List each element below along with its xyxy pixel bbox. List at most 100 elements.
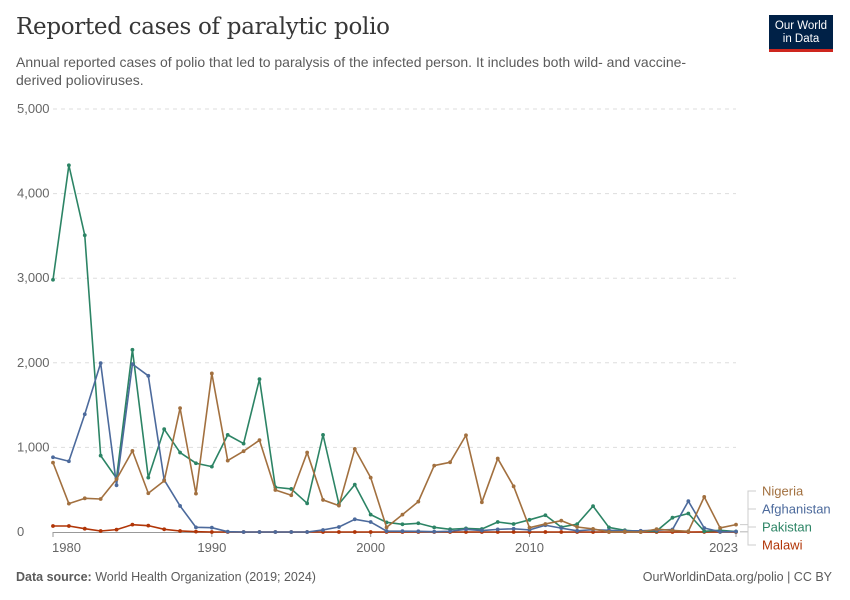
data-point-malawi <box>337 530 341 534</box>
data-point-nigeria <box>225 458 230 463</box>
data-point-pakistan <box>686 511 691 516</box>
data-point-nigeria <box>718 526 723 530</box>
legend-connector <box>740 526 756 532</box>
data-point-malawi <box>178 529 182 533</box>
data-point-nigeria <box>479 500 484 505</box>
data-point-afghanistan <box>686 499 691 504</box>
data-point-nigeria <box>352 447 357 451</box>
y-tick-label: 3,000 <box>17 270 50 285</box>
x-tick-label: 2010 <box>515 540 544 555</box>
data-point-nigeria <box>305 450 310 455</box>
data-point-afghanistan <box>495 527 500 532</box>
data-point-nigeria <box>82 496 87 501</box>
owid-logo[interactable]: Our World in Data <box>769 15 833 52</box>
data-point-pakistan <box>162 427 167 432</box>
data-source: Data source: World Health Organization (… <box>16 570 316 584</box>
data-point-nigeria <box>495 456 500 461</box>
data-point-malawi <box>495 530 500 534</box>
data-point-nigeria <box>289 493 294 498</box>
data-point-malawi <box>98 529 103 533</box>
data-point-afghanistan <box>511 526 516 531</box>
series-line-nigeria <box>52 372 737 533</box>
data-point-afghanistan <box>416 529 421 534</box>
data-point-nigeria <box>607 530 611 534</box>
data-point-malawi <box>511 530 516 534</box>
source-link[interactable]: OurWorldinData.org/polio | CC BY <box>642 570 832 584</box>
data-point-pakistan <box>702 529 707 534</box>
data-point-afghanistan <box>114 483 119 488</box>
data-point-pakistan <box>352 482 357 487</box>
data-point-nigeria <box>241 449 246 454</box>
data-point-pakistan <box>289 487 294 491</box>
logo-text: Our World in Data <box>774 20 828 45</box>
data-point-nigeria <box>98 497 103 501</box>
data-point-pakistan <box>178 450 182 455</box>
data-point-nigeria <box>638 530 643 534</box>
data-point-afghanistan <box>384 529 389 533</box>
data-point-afghanistan <box>82 412 87 417</box>
data-point-nigeria <box>257 438 262 443</box>
data-point-afghanistan <box>702 526 707 530</box>
data-point-afghanistan <box>464 527 468 532</box>
data-point-afghanistan <box>241 530 246 534</box>
data-point-malawi <box>146 523 151 528</box>
data-point-nigeria <box>273 488 278 492</box>
data-point-pakistan <box>432 525 437 530</box>
data-point-pakistan <box>146 475 151 480</box>
data-point-nigeria <box>337 503 341 508</box>
data-point-pakistan <box>511 522 516 526</box>
data-point-afghanistan <box>337 525 341 529</box>
data-point-malawi <box>66 524 71 528</box>
data-point-pakistan <box>82 233 87 238</box>
data-point-pakistan <box>527 517 532 522</box>
data-point-pakistan <box>98 453 103 458</box>
data-point-nigeria <box>448 460 452 465</box>
y-tick-label: 1,000 <box>17 439 50 454</box>
data-point-afghanistan <box>559 526 564 531</box>
data-point-nigeria <box>146 491 151 496</box>
data-point-pakistan <box>607 525 611 530</box>
series-line-afghanistan <box>52 362 737 533</box>
data-point-afghanistan <box>98 361 103 366</box>
y-tick-label: 0 <box>17 524 24 539</box>
data-point-afghanistan <box>289 530 294 534</box>
data-point-afghanistan <box>257 530 262 534</box>
data-point-afghanistan <box>400 529 405 534</box>
data-point-afghanistan <box>194 525 198 530</box>
data-point-nigeria <box>416 499 421 504</box>
data-point-nigeria <box>178 406 182 411</box>
data-point-afghanistan <box>209 525 214 530</box>
data-point-nigeria <box>543 522 548 526</box>
data-point-pakistan <box>575 522 580 527</box>
data-point-nigeria <box>654 527 659 532</box>
data-point-pakistan <box>305 501 310 506</box>
data-point-pakistan <box>257 377 262 382</box>
data-point-pakistan <box>194 461 198 466</box>
data-point-pakistan <box>416 521 421 526</box>
data-point-afghanistan <box>273 530 278 534</box>
data-point-nigeria <box>464 433 468 438</box>
data-point-nigeria <box>384 525 389 530</box>
data-point-malawi <box>352 530 357 534</box>
data-point-nigeria <box>321 498 325 502</box>
data-point-nigeria <box>368 475 373 480</box>
data-point-nigeria <box>686 529 691 534</box>
y-tick-label: 5,000 <box>17 101 50 116</box>
x-tick-label: 1980 <box>52 540 81 555</box>
data-point-pakistan <box>66 163 71 168</box>
data-point-pakistan <box>209 464 214 469</box>
legend-label-afghanistan: Afghanistan <box>762 502 831 517</box>
source-label: Data source: <box>16 570 92 584</box>
data-point-nigeria <box>702 494 707 499</box>
data-point-nigeria <box>559 518 564 523</box>
data-point-nigeria <box>734 522 738 527</box>
data-point-afghanistan <box>368 520 373 524</box>
data-point-afghanistan <box>734 529 738 534</box>
data-point-pakistan <box>670 515 675 520</box>
data-point-nigeria <box>511 484 516 489</box>
data-point-nigeria <box>670 528 675 533</box>
data-point-pakistan <box>591 504 595 509</box>
data-point-malawi <box>162 527 167 532</box>
data-point-malawi <box>543 530 548 534</box>
